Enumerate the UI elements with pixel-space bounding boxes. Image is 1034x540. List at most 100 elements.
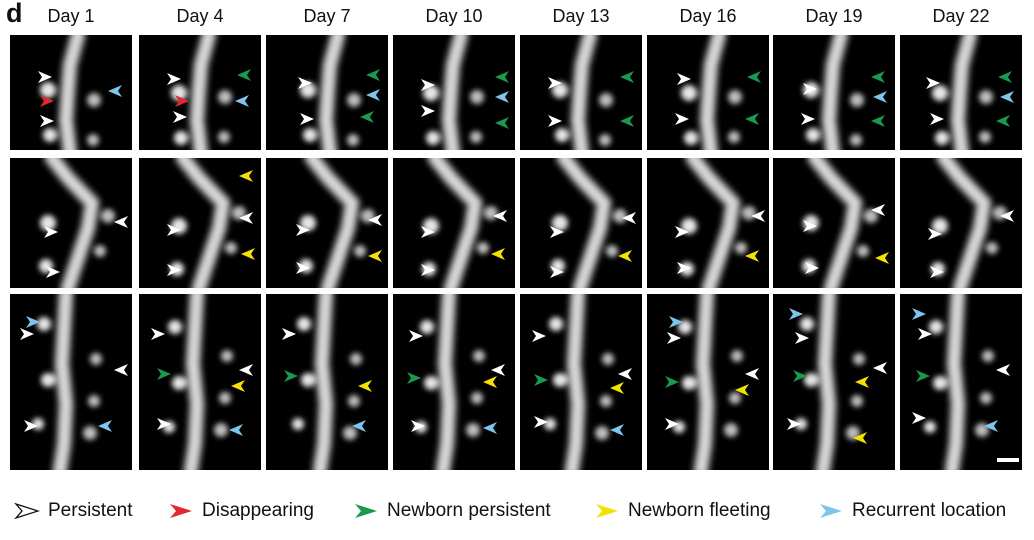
- dendrite-image: [296, 158, 382, 288]
- persistent-arrowhead: [548, 115, 562, 127]
- day-label: Day 19: [805, 6, 863, 26]
- persistent-arrowhead: [926, 77, 940, 89]
- newborn-fleeting-arrowhead: [853, 432, 867, 444]
- micrograph-tile: [773, 35, 895, 150]
- legend-label: Newborn fleeting: [628, 500, 771, 521]
- micrograph-tile: [900, 294, 1022, 470]
- dendrite-image: [167, 158, 255, 288]
- persistent-arrowhead: [873, 362, 887, 374]
- persistent-arrowhead: [20, 328, 34, 340]
- persistent-arrowhead: [618, 368, 632, 380]
- micrograph-tile: [773, 294, 895, 470]
- newborn-persistent-arrowhead: [157, 368, 171, 380]
- persistent-arrowhead: [239, 364, 253, 376]
- persistent-arrowhead: [24, 420, 38, 432]
- persistent-arrowhead: [550, 226, 564, 238]
- newborn-persistent-arrowhead-icon: [355, 504, 377, 518]
- disappearing-arrowhead: [175, 95, 189, 107]
- persistent-arrowhead: [298, 77, 312, 89]
- micrograph-tile: [393, 158, 515, 288]
- legend-item-recurrent: Recurrent location: [818, 500, 1006, 522]
- dendrite-image: [665, 294, 759, 470]
- persistent-arrowhead: [421, 264, 435, 276]
- legend-item-newborn-fleeting: Newborn fleeting: [594, 500, 771, 522]
- persistent-arrowhead: [677, 262, 691, 274]
- newborn-persistent-arrowhead: [360, 111, 374, 123]
- legend-label: Recurrent location: [852, 500, 1007, 521]
- newborn-fleeting-arrowhead: [483, 376, 497, 388]
- dendrite-image: [532, 294, 632, 470]
- scale-bar: [997, 458, 1019, 462]
- recurrent-arrowhead: [610, 424, 624, 436]
- newborn-persistent-arrowhead: [620, 71, 634, 83]
- newborn-fleeting-arrowhead: [239, 170, 253, 182]
- newborn-persistent-arrowhead: [745, 113, 759, 125]
- persistent-arrowhead: [368, 214, 382, 226]
- day-label: Day 16: [679, 6, 737, 26]
- persistent-arrowhead: [667, 332, 681, 344]
- newborn-fleeting-arrowhead: [610, 382, 624, 394]
- micrograph-tile: [10, 158, 132, 288]
- newborn-persistent-arrowhead: [284, 370, 298, 382]
- persistent-arrowhead: [157, 418, 171, 430]
- micrograph-tile: [139, 35, 261, 150]
- recurrent-arrowhead: [235, 95, 249, 107]
- day-label: Day 13: [552, 6, 610, 26]
- micrograph-tile: [773, 158, 895, 288]
- micrograph-tile: [647, 158, 769, 288]
- dendrite-image: [167, 35, 251, 150]
- persistent-arrowhead: [930, 266, 944, 278]
- recurrent-arrowhead: [984, 420, 998, 432]
- persistent-arrowhead: [803, 220, 817, 232]
- newborn-persistent-arrowhead: [996, 115, 1010, 127]
- persistent-arrowhead: [675, 113, 689, 125]
- legend-item-persistent: Persistent: [14, 500, 132, 522]
- persistent-arrowhead: [409, 330, 423, 342]
- micrograph-tile: [139, 294, 261, 470]
- persistent-arrowhead: [805, 262, 819, 274]
- persistent-arrowhead: [151, 328, 165, 340]
- persistent-arrowhead: [1000, 210, 1014, 222]
- persistent-arrowhead: [787, 418, 801, 430]
- dendrite-image: [928, 158, 1014, 288]
- persistent-arrowhead: [167, 224, 181, 236]
- newborn-persistent-arrowhead: [495, 117, 509, 129]
- persistent-arrowhead: [795, 332, 809, 344]
- persistent-arrowhead: [665, 418, 679, 430]
- newborn-fleeting-arrowhead: [875, 252, 889, 264]
- dendrite-image: [801, 35, 887, 150]
- legend: Persistent Disappearing Newborn persiste…: [0, 500, 1034, 530]
- persistent-arrowhead: [114, 364, 128, 376]
- day-label: Day 1: [47, 6, 95, 26]
- micrograph-tile: [520, 35, 642, 150]
- persistent-arrowhead: [167, 73, 181, 85]
- persistent-arrowhead: [411, 420, 425, 432]
- persistent-arrowhead: [918, 328, 932, 340]
- newborn-fleeting-arrowhead: [735, 384, 749, 396]
- persistent-arrowhead: [745, 368, 759, 380]
- dendrite-image: [298, 35, 380, 150]
- newborn-persistent-arrowhead: [237, 69, 251, 81]
- persistent-arrowhead: [534, 416, 548, 428]
- persistent-arrowhead: [114, 216, 128, 228]
- persistent-arrowhead: [751, 210, 765, 222]
- persistent-arrowhead: [622, 212, 636, 224]
- persistent-arrowhead: [239, 212, 253, 224]
- persistent-arrowhead: [296, 262, 310, 274]
- persistent-arrowhead: [491, 364, 505, 376]
- persistent-arrowhead: [40, 115, 54, 127]
- recurrent-arrowhead: [912, 308, 926, 320]
- recurrent-arrowhead: [352, 420, 366, 432]
- micrograph-tile: [520, 294, 642, 470]
- dendrite-image: [675, 158, 765, 288]
- newborn-persistent-arrowhead: [871, 115, 885, 127]
- newborn-persistent-arrowhead: [534, 374, 548, 386]
- persistent-arrowhead: [803, 83, 817, 95]
- panel-letter: d: [6, 0, 23, 28]
- dendrite-image: [926, 35, 1014, 150]
- micrograph-tile: [266, 294, 388, 470]
- newborn-persistent-arrowhead: [620, 115, 634, 127]
- newborn-persistent-arrowhead: [998, 71, 1012, 83]
- legend-label: Newborn persistent: [387, 500, 551, 521]
- persistent-arrowhead: [167, 264, 181, 276]
